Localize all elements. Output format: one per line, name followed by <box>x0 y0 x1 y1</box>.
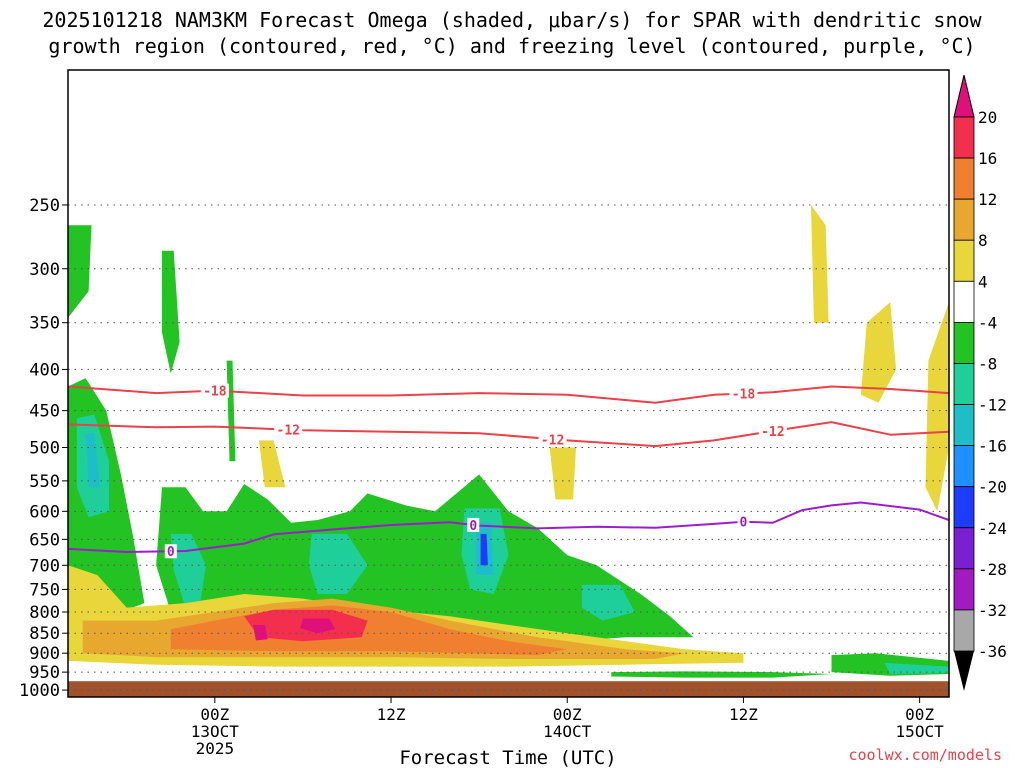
y-tick-label: 850 <box>29 624 60 644</box>
x-tick-date: 13OCT <box>191 722 240 741</box>
axes: 2503003504004505005506006507007508008509… <box>19 69 950 758</box>
x-tick-date: 15OCT <box>896 722 945 741</box>
omega-shading: -18 -18 -12 -12 -12 0 0 0 <box>68 204 949 697</box>
omega-yellow-blob-1 <box>258 440 286 488</box>
colorbar-swatch <box>953 198 975 241</box>
omega-yellow-right-edge <box>925 302 949 512</box>
x-tick-date: 14OCT <box>543 722 592 741</box>
y-tick-label: 600 <box>29 502 60 522</box>
y-tick-label: 650 <box>29 530 60 550</box>
omega-green-upper-left <box>68 225 92 318</box>
x-tick-label: 00Z <box>553 705 582 724</box>
x-tick-label: 00Z <box>905 705 934 724</box>
colorbar-label: -8 <box>978 354 997 373</box>
colorbar-swatch <box>953 321 975 364</box>
credit-link[interactable]: coolwx.com/models <box>848 746 1002 764</box>
dgz-minus12-label-bg <box>758 424 787 439</box>
omega-yellow-blob-3 <box>811 205 829 323</box>
omega-magenta-core-left <box>253 624 268 641</box>
colorbar-swatch <box>953 116 975 159</box>
colorbar-swatch <box>953 609 975 652</box>
dgz-minus12-contour <box>68 421 949 448</box>
colorbar-swatch <box>953 486 975 529</box>
dgz-minus18-label-bg <box>729 386 758 401</box>
dgz-minus12-label: -12 <box>277 424 300 439</box>
freezing-level-label-bg <box>467 517 480 532</box>
freezing-level-label-bg <box>164 544 177 559</box>
colorbar: 20 16 12 8 4 -4 -8 -12 -16 -20 -24 -28 -32 -36 <box>953 74 1007 691</box>
colorbar-swatch <box>953 280 975 323</box>
omega-teal-column-a <box>170 533 206 608</box>
y-tick-label: 250 <box>29 196 60 216</box>
dgz-minus18-label: -18 <box>203 385 227 400</box>
x-tick-label: 12Z <box>377 705 406 724</box>
colorbar-label: 4 <box>978 272 988 291</box>
omega-teal-bottom-right <box>884 662 949 674</box>
colorbar-label: -36 <box>978 642 1007 661</box>
x-axis-title: Forecast Time (UTC) <box>399 747 616 768</box>
y-tick-label: 1000 <box>19 681 60 701</box>
dgz-minus18-label-bg <box>200 383 229 398</box>
colorbar-label: -12 <box>978 396 1007 415</box>
colorbar-swatch <box>953 239 975 282</box>
plot-frame <box>67 69 950 698</box>
colorbar-min-arrow <box>954 651 974 691</box>
y-tick-label: 750 <box>29 580 60 600</box>
colorbar-label: -28 <box>978 560 1007 579</box>
dgz-minus12-label: -12 <box>541 433 564 448</box>
chart-title-line2: growth region (contoured, red, °C) and f… <box>48 34 975 58</box>
dgz-minus18-contour <box>68 385 949 404</box>
omega-blue-left-column <box>85 433 101 488</box>
colorbar-label: 8 <box>978 231 988 250</box>
colorbar-label: -20 <box>978 478 1007 497</box>
freezing-level-label: 0 <box>167 545 175 560</box>
colorbar-label: -4 <box>978 313 997 332</box>
y-tick-label: 950 <box>29 663 60 683</box>
y-tick-label: 550 <box>29 472 60 492</box>
omega-green-bottom-strip <box>611 671 832 678</box>
colorbar-label: -24 <box>978 519 1007 538</box>
omega-yellow-blob-2 <box>549 447 576 500</box>
omega-magenta-core-right <box>300 618 336 634</box>
colorbar-swatch <box>953 568 975 611</box>
dgz-minus12-label-bg <box>274 422 303 437</box>
y-tick-label: 700 <box>29 556 60 576</box>
omega-royalblue-core <box>480 533 488 566</box>
omega-teal-column-b <box>308 533 368 594</box>
colorbar-swatch <box>953 404 975 447</box>
freezing-level-contour <box>68 501 949 554</box>
colorbar-label: 20 <box>978 108 997 127</box>
colorbar-label: -16 <box>978 437 1007 456</box>
freezing-level-label: 0 <box>740 516 748 531</box>
x-tick-year: 2025 <box>196 739 235 758</box>
y-tick-label: 500 <box>29 439 60 459</box>
y-tick-label: 300 <box>29 260 60 280</box>
colorbar-swatch <box>953 363 975 405</box>
chart-title-line1: 2025101218 NAM3KM Forecast Omega (shaded… <box>42 8 982 32</box>
freezing-level-label-bg <box>737 514 750 529</box>
ground-below-surface <box>68 681 949 697</box>
colorbar-label: 16 <box>978 149 997 168</box>
y-tick-label: 350 <box>29 314 60 334</box>
colorbar-swatch <box>953 157 975 200</box>
x-tick-label: 12Z <box>729 705 758 724</box>
colorbar-swatch <box>953 527 975 570</box>
omega-yellow-blob-4 <box>860 302 897 403</box>
colorbar-swatch <box>953 445 975 488</box>
omega-green-upper-strip1 <box>162 250 180 374</box>
dgz-minus18-label: -18 <box>732 388 756 403</box>
colorbar-label: -32 <box>978 601 1007 620</box>
colorbar-label: 12 <box>978 190 997 209</box>
dgz-minus12-label: -12 <box>761 425 784 440</box>
y-tick-label: 400 <box>29 360 60 380</box>
y-tick-label: 450 <box>29 402 60 422</box>
colorbar-max-arrow <box>953 74 975 118</box>
plot-area: -18 -18 -12 -12 -12 0 0 0 <box>68 204 949 697</box>
freezing-level-label: 0 <box>469 519 477 534</box>
y-tick-label: 800 <box>29 603 60 623</box>
y-tick-label: 900 <box>29 644 60 664</box>
x-tick-label: 00Z <box>200 705 229 724</box>
dgz-minus12-label-bg <box>538 432 567 447</box>
